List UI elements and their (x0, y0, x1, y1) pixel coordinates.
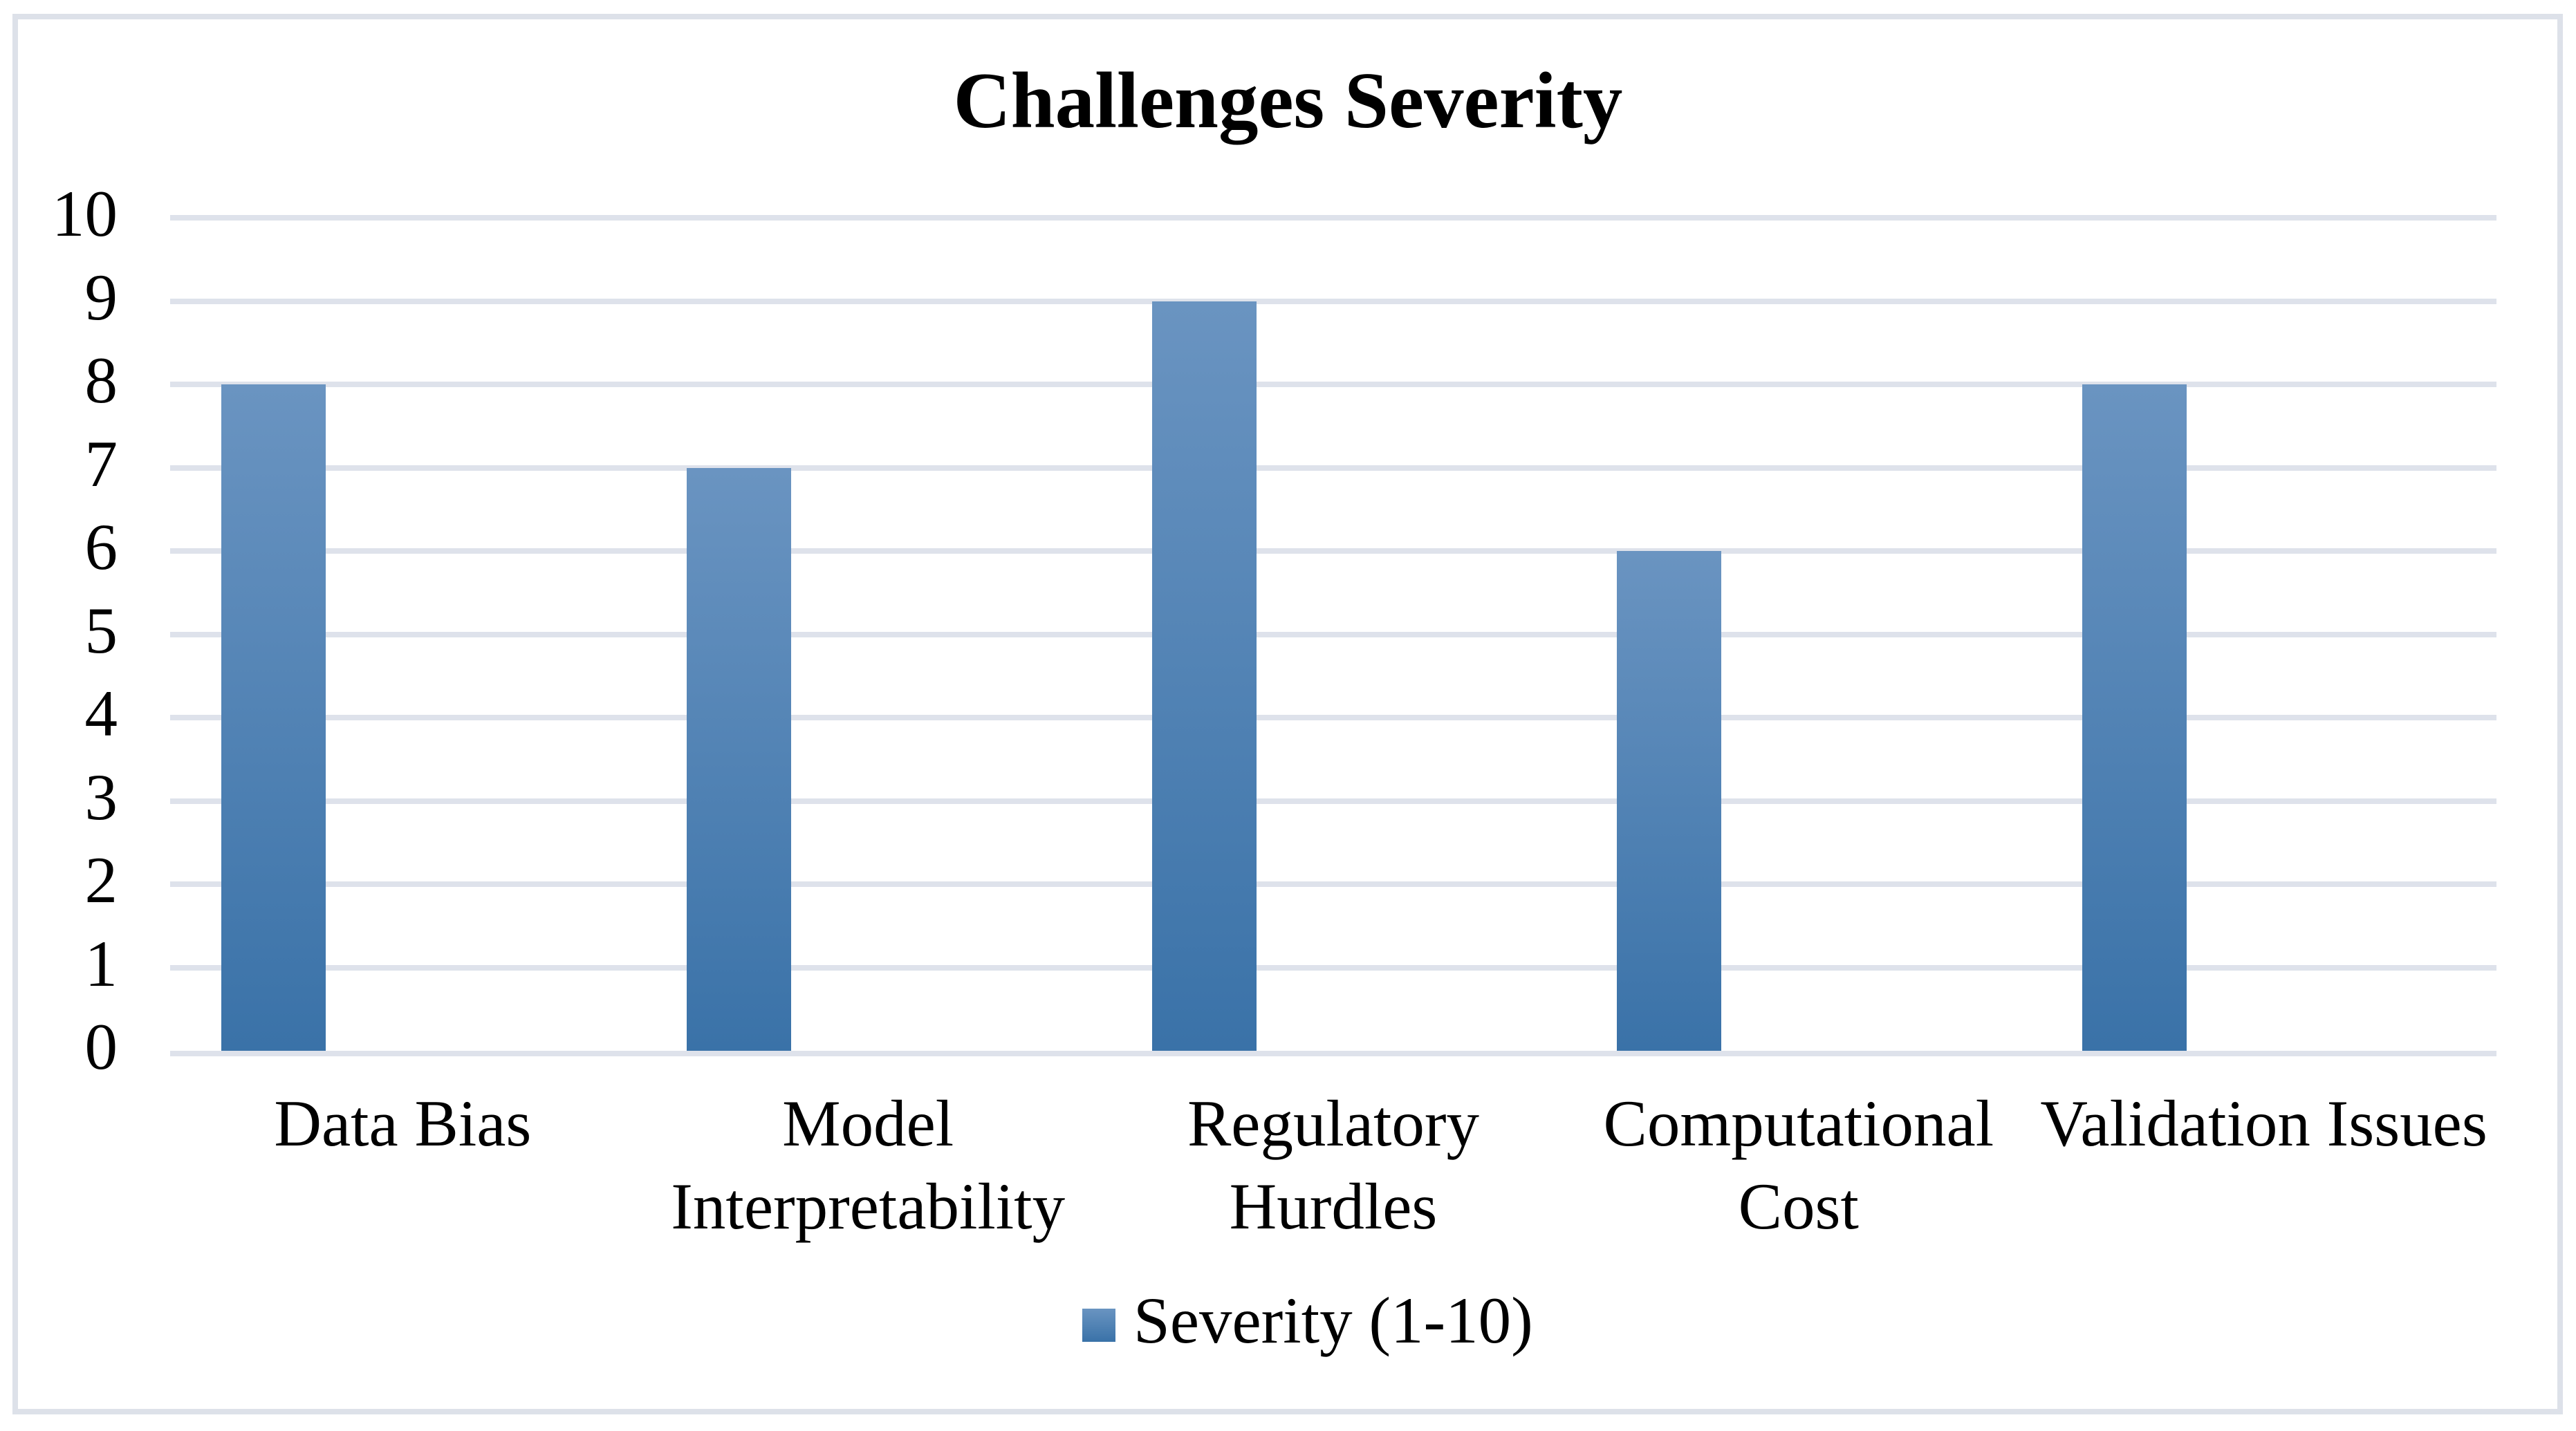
gridline-1 (170, 964, 2496, 971)
gridline-2 (170, 881, 2496, 887)
gridline-0 (170, 1051, 2496, 1056)
gridline-6 (170, 548, 2496, 554)
y-tick-label-10: 10 (52, 177, 118, 250)
gridline-8 (170, 382, 2496, 387)
y-tick-label-8: 8 (84, 344, 118, 417)
x-category-label-2: Regulatory Hurdles (1187, 1087, 1480, 1243)
y-tick-label-6: 6 (84, 510, 118, 583)
x-category-label-1: Model Interpretability (671, 1087, 1066, 1243)
y-tick-label-9: 9 (84, 260, 118, 334)
gridline-3 (170, 798, 2496, 804)
y-tick-label-4: 4 (84, 677, 118, 750)
bar-3 (1617, 551, 1722, 1051)
chart-title: Challenges Severity (953, 57, 1623, 144)
y-tick-label-0: 0 (84, 1010, 118, 1083)
legend-label: Severity (1-10) (1133, 1284, 1533, 1357)
gridline-4 (170, 715, 2496, 720)
bar-2 (1151, 301, 1257, 1051)
y-tick-label-7: 7 (84, 427, 118, 501)
gridline-10 (170, 215, 2496, 221)
bar-4 (2082, 384, 2187, 1051)
bar-1 (686, 467, 791, 1051)
x-category-label-4: Validation Issues (2040, 1087, 2487, 1160)
gridline-9 (170, 298, 2496, 304)
y-tick-label-2: 2 (84, 843, 118, 917)
x-category-label-0: Data Bias (274, 1087, 532, 1160)
y-tick-label-1: 1 (84, 926, 118, 1000)
chart-border (12, 14, 2563, 1414)
gridline-5 (170, 631, 2496, 637)
y-tick-label-3: 3 (84, 760, 118, 834)
legend-color-swatch (1082, 1309, 1115, 1342)
y-tick-label-5: 5 (84, 593, 118, 667)
gridline-7 (170, 465, 2496, 471)
x-category-label-3: Computational Cost (1603, 1087, 1994, 1243)
bar-0 (221, 384, 326, 1051)
